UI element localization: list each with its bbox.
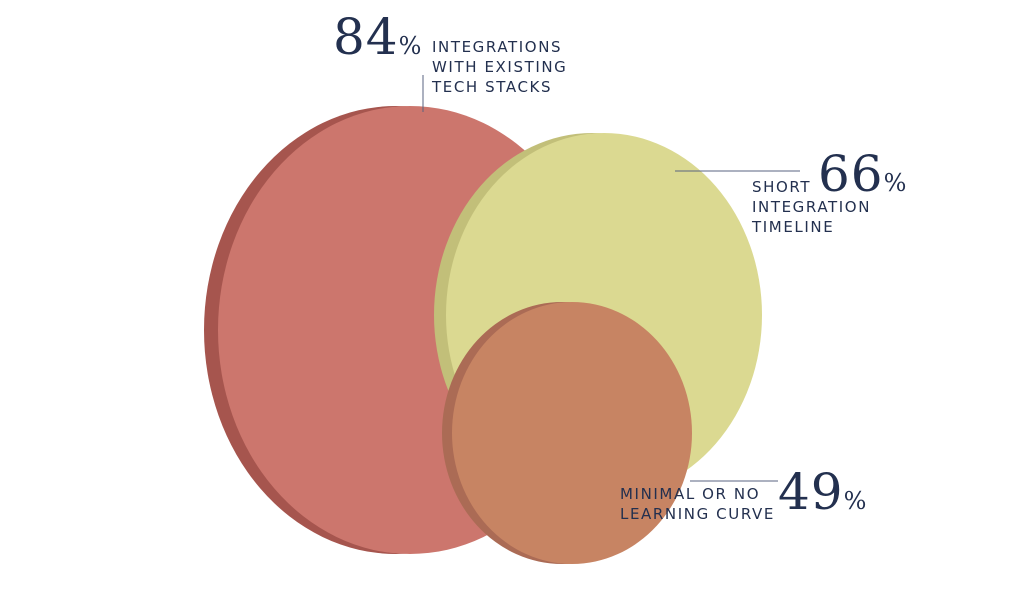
stat-integrations-unit: % [398, 32, 422, 60]
stat-timeline-label: SHORT INTEGRATION TIMELINE [752, 178, 872, 236]
stat-timeline-unit: % [883, 169, 907, 197]
stat-timeline-value: 66 [818, 145, 884, 203]
stat-integrations: 84% [333, 12, 421, 62]
stat-learning-unit: % [843, 487, 867, 515]
stat-integrations-value: 84 [333, 8, 399, 66]
stat-integrations-label: INTEGRATIONS WITH EXISTING TECH STACKS [432, 38, 568, 96]
bubble-learning-face [452, 302, 692, 564]
bubble-learning [442, 302, 692, 564]
stat-learning-value: 49 [778, 463, 844, 521]
stat-learning-label: MINIMAL OR NO LEARNING CURVE [620, 485, 775, 523]
stat-learning: 49% [778, 467, 866, 517]
stat-timeline: 66% [818, 149, 906, 199]
